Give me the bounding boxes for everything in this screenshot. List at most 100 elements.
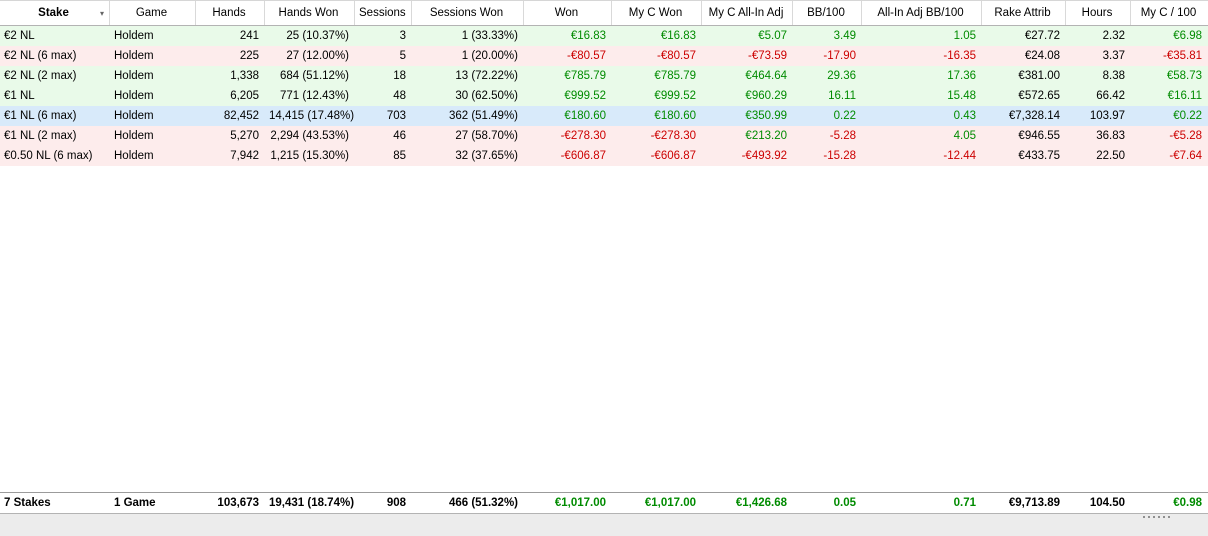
row-1-cell-my-c-100: -€35.81 [1162,50,1202,62]
column-header-label: My C Won [628,7,683,19]
row-1-cell-won: -€80.57 [566,50,606,62]
column-header-label: Hours [1081,7,1113,19]
column-header-stake[interactable]: Stake ▾ [0,1,110,25]
row-2-cell-my-c-won: €785.79 [654,70,696,82]
row-6-cell-game: Holdem [114,150,154,162]
row-3-cell-my-c-won: €999.52 [654,90,696,102]
column-header-sessions-won[interactable]: Sessions Won [412,1,524,25]
totals-cell-won: €1,017.00 [554,497,606,509]
row-5-cell-rake-attrib: €946.55 [1018,130,1060,142]
row-6-cell-sessions-won: 32 (37.65%) [455,150,518,162]
totals-cell-bb-100: 0.05 [833,497,856,509]
empty-area [0,166,1208,492]
column-header-won[interactable]: Won [524,1,612,25]
row-3-cell-my-c-all-in-adj: €960.29 [745,90,787,102]
row-4-cell-hands-won: 14,415 (17.48%) [269,110,355,122]
row-4-cell-my-c-all-in-adj: €350.99 [745,110,787,122]
row-0-cell-game: Holdem [114,30,154,42]
column-header-label: My C / 100 [1140,7,1197,19]
row-6-cell-hands: 7,942 [230,150,259,162]
row-2-cell-stake: €2 NL (2 max) [4,70,77,82]
column-header-my-c-all-in-adj[interactable]: My C All-In Adj [702,1,793,25]
totals-cell-sessions-won: 466 (51.32%) [448,497,518,509]
row-0-cell-my-c-100: €6.98 [1173,30,1202,42]
totals-row: 7 Stakes 1 Game 103,673 19,431 (18.74%) 908 4… [0,492,1208,514]
row-5-cell-hands: 5,270 [230,130,259,142]
table-row[interactable]: €1 NL Holdem 6,205 771 (12.43%) 48 30 (62.50%… [0,86,1208,106]
row-6-cell-my-c-100: -€7.64 [1169,150,1202,162]
column-header-my-c-100[interactable]: My C / 100 [1131,1,1208,25]
row-4-cell-game: Holdem [114,110,154,122]
totals-cell-hours: 104.50 [1089,497,1125,509]
row-5-cell-stake: €1 NL (2 max) [4,130,77,142]
column-header-label: My C All-In Adj [708,7,784,19]
row-4-cell-sessions-won: 362 (51.49%) [448,110,518,122]
row-2-cell-hands-won: 684 (51.12%) [279,70,349,82]
row-1-cell-my-c-all-in-adj: -€73.59 [747,50,787,62]
row-6-cell-bb-100: -15.28 [823,150,856,162]
row-5-cell-bb-100: -5.28 [829,130,856,142]
table-row[interactable]: €2 NL (2 max) Holdem 1,338 684 (51.12%) 18 13… [0,66,1208,86]
row-6-cell-stake: €0.50 NL (6 max) [4,150,93,162]
sort-arrow-icon: ▾ [99,9,104,18]
row-2-cell-all-in-adj-bb-100: 17.36 [947,70,976,82]
column-header-label: All-In Adj BB/100 [877,7,964,19]
row-1-cell-stake: €2 NL (6 max) [4,50,77,62]
column-header-all-in-adj-bb-100[interactable]: All-In Adj BB/100 [862,1,982,25]
table-row-selected[interactable]: €1 NL (6 max) Holdem 82,452 14,415 (17.48%)… [0,106,1208,126]
row-6-cell-my-c-won: -€606.87 [650,150,696,162]
table-row[interactable]: €1 NL (2 max) Holdem 5,270 2,294 (43.53%) 46… [0,126,1208,146]
column-header-hands[interactable]: Hands [196,1,265,25]
table-row[interactable]: €2 NL (6 max) Holdem 225 27 (12.00%) 5 1 (20.… [0,46,1208,66]
row-4-cell-hours: 103.97 [1089,110,1125,122]
resize-handle-icon[interactable] [1143,516,1170,518]
row-4-cell-won: €180.60 [564,110,606,122]
column-header-label: Sessions Won [429,7,504,19]
row-2-cell-my-c-all-in-adj: €464.64 [745,70,787,82]
row-3-cell-my-c-100: €16.11 [1167,90,1202,102]
row-3-cell-sessions: 48 [393,90,406,102]
table-row[interactable]: €0.50 NL (6 max) Holdem 7,942 1,215 (15.30%… [0,146,1208,166]
row-5-cell-sessions-won: 27 (58.70%) [455,130,518,142]
totals-cell-game: 1 Game [114,497,156,509]
column-header-rake-attrib[interactable]: Rake Attrib [982,1,1066,25]
totals-cell-my-c-won: €1,017.00 [644,497,696,509]
row-6-cell-my-c-all-in-adj: -€493.92 [741,150,787,162]
totals-cell-hands: 103,673 [217,497,259,509]
row-4-cell-stake: €1 NL (6 max) [4,110,77,122]
column-header-label: Rake Attrib [994,7,1051,19]
totals-cell-hands-won: 19,431 (18.74%) [269,497,355,509]
row-1-cell-sessions: 5 [399,50,406,62]
row-0-cell-all-in-adj-bb-100: 1.05 [953,30,976,42]
column-header-my-c-won[interactable]: My C Won [612,1,702,25]
row-4-cell-bb-100: 0.22 [833,110,856,122]
row-1-cell-bb-100: -17.90 [823,50,856,62]
row-1-cell-my-c-won: -€80.57 [656,50,696,62]
row-0-cell-sessions-won: 1 (33.33%) [461,30,518,42]
row-3-cell-hours: 66.42 [1096,90,1125,102]
row-5-cell-my-c-100: -€5.28 [1169,130,1202,142]
row-0-cell-hands: 241 [239,30,259,42]
column-header-sessions[interactable]: Sessions [355,1,412,25]
row-2-cell-hands: 1,338 [230,70,259,82]
row-2-cell-rake-attrib: €381.00 [1018,70,1060,82]
row-4-cell-my-c-won: €180.60 [654,110,696,122]
row-4-cell-sessions: 703 [386,110,406,122]
totals-cell-sessions: 908 [386,497,406,509]
column-header-label: Won [554,7,579,19]
column-header-bb-100[interactable]: BB/100 [793,1,862,25]
column-header-hands-won[interactable]: Hands Won [265,1,355,25]
table-row[interactable]: €2 NL Holdem 241 25 (10.37%) 3 1 (33.33%) €16.… [0,26,1208,46]
column-header-hours[interactable]: Hours [1066,1,1131,25]
bottom-strip [0,514,1208,536]
row-5-cell-all-in-adj-bb-100: 4.05 [953,130,976,142]
row-2-cell-won: €785.79 [564,70,606,82]
row-5-cell-hours: 36.83 [1096,130,1125,142]
totals-cell-my-c-all-in-adj: €1,426.68 [735,497,787,509]
column-header-game[interactable]: Game [110,1,196,25]
row-5-cell-my-c-won: -€278.30 [650,130,696,142]
column-header-label: BB/100 [807,7,845,19]
row-3-cell-won: €999.52 [564,90,606,102]
row-4-cell-hands: 82,452 [223,110,259,122]
